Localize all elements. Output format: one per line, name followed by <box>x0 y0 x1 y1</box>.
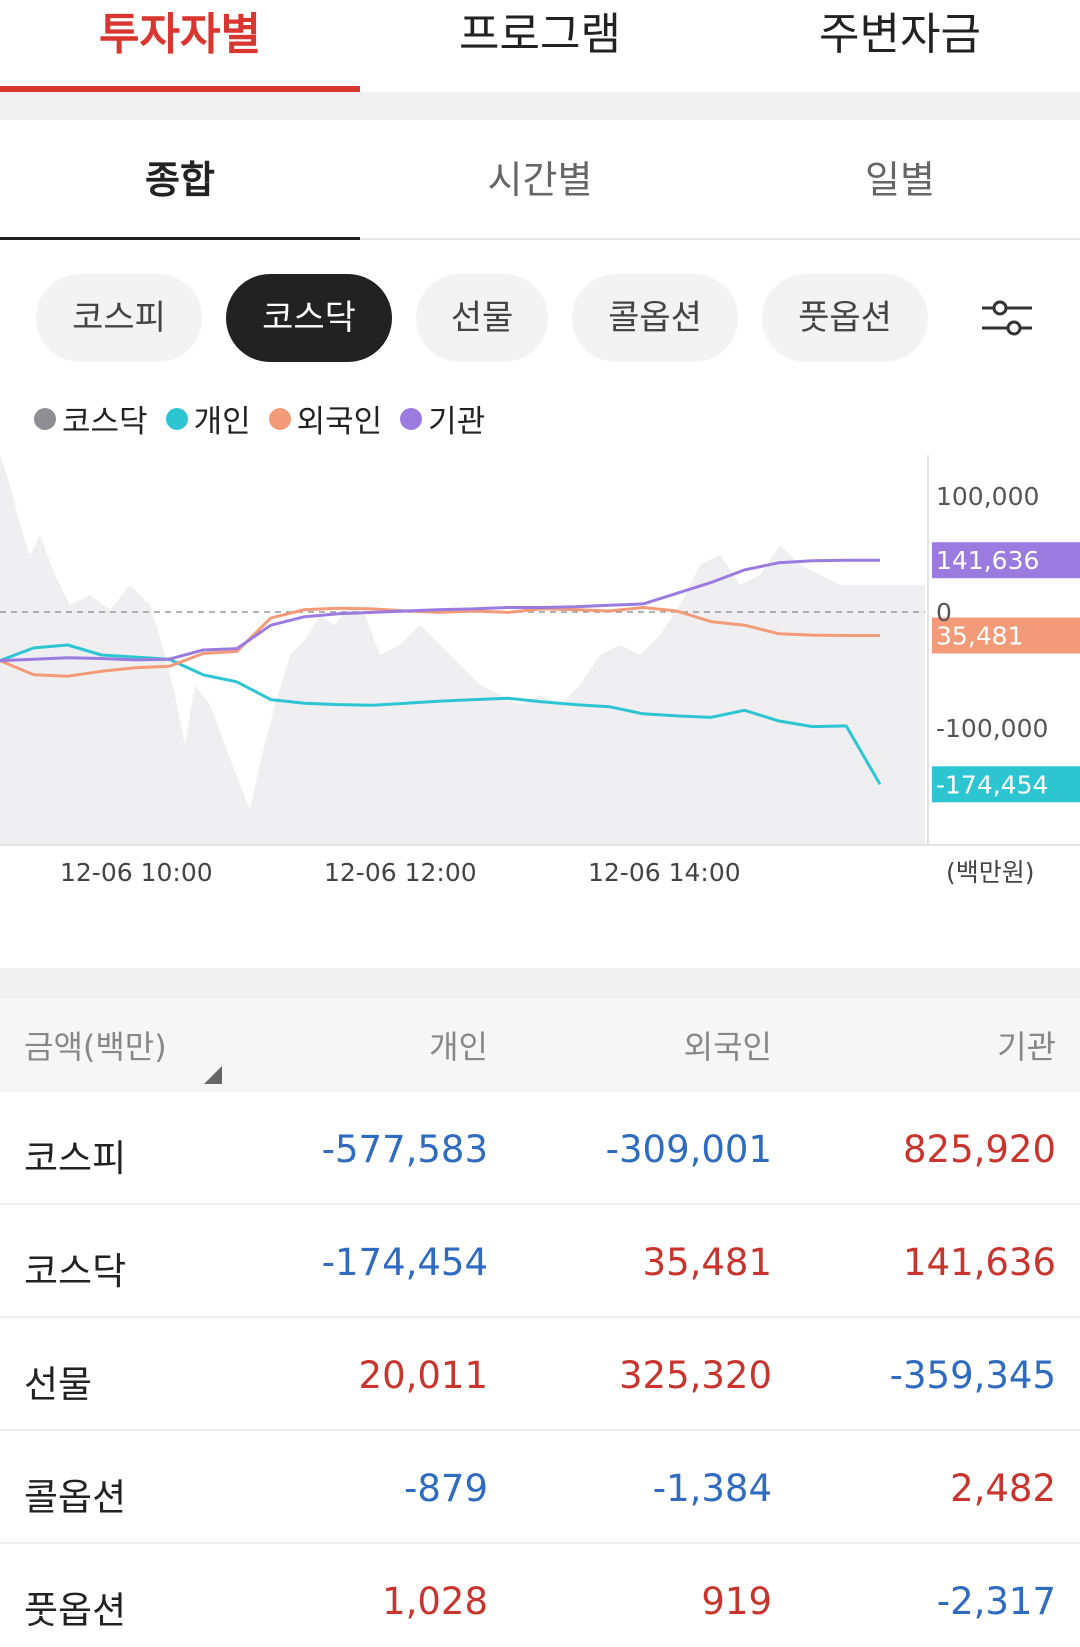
series-line-1 <box>0 606 880 678</box>
legend-item: 코스닥 <box>34 396 148 441</box>
chip-call-option[interactable]: 콜옵션 <box>572 274 738 362</box>
legend-dot-individual <box>165 407 188 430</box>
header-amount-label: 금액(백만) <box>24 1028 167 1066</box>
row-value: 325,320 <box>618 1354 772 1397</box>
divider <box>0 968 1080 998</box>
row-market-name: 코스닥 <box>24 1250 127 1293</box>
legend-label: 외국인 <box>296 404 383 440</box>
tab-program[interactable]: 프로그램 <box>459 9 621 60</box>
x-tick-label: 12-06 14:00 <box>588 858 741 887</box>
row-value: 1,028 <box>382 1580 488 1623</box>
row-market-name: 풋옵션 <box>24 1589 127 1632</box>
series-line-2 <box>0 558 880 663</box>
value-badge-label: 35,481 <box>936 622 1023 651</box>
legend-item: 외국인 <box>268 396 383 441</box>
row-value: 919 <box>701 1580 772 1623</box>
y-tick-label: 100,000 <box>936 482 1039 511</box>
row-value: -577,583 <box>321 1128 488 1171</box>
table-row[interactable]: 코스피 -577,583 -309,001 825,920 <box>0 1092 1080 1205</box>
row-value: 141,636 <box>902 1241 1056 1284</box>
kosdaq-index-area <box>0 455 925 845</box>
tab-peripheral-funds[interactable]: 주변자금 <box>819 9 981 60</box>
value-badge <box>932 617 1080 654</box>
tab-investor[interactable]: 투자자별 <box>0 0 360 92</box>
market-chip-row: 코스피 코스닥 선물 콜옵션 풋옵션 <box>36 274 928 364</box>
row-value: 35,481 <box>642 1241 772 1284</box>
top-tab-bar: 투자자별 프로그램 주변자금 <box>0 0 1080 92</box>
legend-label: 개인 <box>193 404 251 440</box>
value-badge-label: 141,636 <box>936 546 1039 575</box>
chip-kospi[interactable]: 코스피 <box>36 274 202 362</box>
sort-triangle-icon[interactable] <box>204 1066 222 1084</box>
sliders-icon[interactable] <box>980 298 1034 338</box>
x-tick-label: 12-06 10:00 <box>60 858 213 887</box>
row-value: -309,001 <box>605 1128 772 1171</box>
legend-dot-foreign <box>268 407 291 430</box>
unit-label: (백만원) <box>946 858 1035 887</box>
legend-label: 기관 <box>428 404 486 440</box>
legend-dot-institution <box>400 407 423 430</box>
row-market-name: 코스피 <box>24 1137 127 1180</box>
table-header: 금액(백만) 개인 외국인 기관 <box>0 998 1080 1092</box>
x-tick-label: 12-06 12:00 <box>324 858 477 887</box>
legend-dot-kosdaq <box>34 407 56 430</box>
row-value: 825,920 <box>902 1128 1056 1171</box>
y-tick-label: 0 <box>936 598 952 627</box>
row-market-name: 선물 <box>24 1363 93 1406</box>
row-value: -2,317 <box>936 1580 1056 1623</box>
tab-daily[interactable]: 일별 <box>865 158 935 202</box>
legend-item: 개인 <box>165 396 251 441</box>
table-row[interactable]: 선물 20,011 325,320 -359,345 <box>0 1318 1080 1431</box>
y-tick-label: -100,000 <box>936 714 1048 743</box>
row-market-name: 콜옵션 <box>24 1476 127 1519</box>
tab-hourly[interactable]: 시간별 <box>487 158 593 202</box>
chip-kosdaq[interactable]: 코스닥 <box>226 274 392 362</box>
header-foreign: 외국인 <box>683 1028 772 1066</box>
tab-summary[interactable]: 종합 <box>0 120 360 240</box>
divider <box>0 92 1080 120</box>
row-value: -359,345 <box>889 1354 1056 1397</box>
table-row[interactable]: 콜옵션 -879 -1,384 2,482 <box>0 1431 1080 1544</box>
sub-tab-bar: 종합 시간별 일별 <box>0 120 1080 240</box>
value-badge <box>932 766 1080 803</box>
value-badge-label: -174,454 <box>936 770 1048 799</box>
legend-label: 코스닥 <box>62 404 148 440</box>
row-value: -879 <box>404 1467 488 1510</box>
row-value: 2,482 <box>950 1467 1056 1510</box>
legend-item: 기관 <box>400 396 485 441</box>
investor-flow-chart[interactable]: -174,454 35,481 141,636 100,000 0 -100,000… <box>0 455 1080 935</box>
header-institution: 기관 <box>997 1028 1056 1066</box>
row-value: -1,384 <box>652 1467 772 1510</box>
chart-legend: 코스닥 개인 외국인 기관 <box>34 396 485 441</box>
series-line-0 <box>0 643 882 786</box>
chip-futures[interactable]: 선물 <box>416 274 548 362</box>
table-row[interactable]: 풋옵션 1,028 919 -2,317 <box>0 1544 1080 1647</box>
table-row[interactable]: 코스닥 -174,454 35,481 141,636 <box>0 1205 1080 1318</box>
investor-table: 금액(백만) 개인 외국인 기관 코스피 -577,583 -309,001 825,… <box>0 998 1080 1647</box>
row-value: -174,454 <box>321 1241 488 1284</box>
value-badge <box>932 542 1080 579</box>
row-value: 20,011 <box>358 1354 488 1397</box>
chip-put-option[interactable]: 풋옵션 <box>762 274 928 362</box>
header-individual: 개인 <box>429 1028 488 1066</box>
